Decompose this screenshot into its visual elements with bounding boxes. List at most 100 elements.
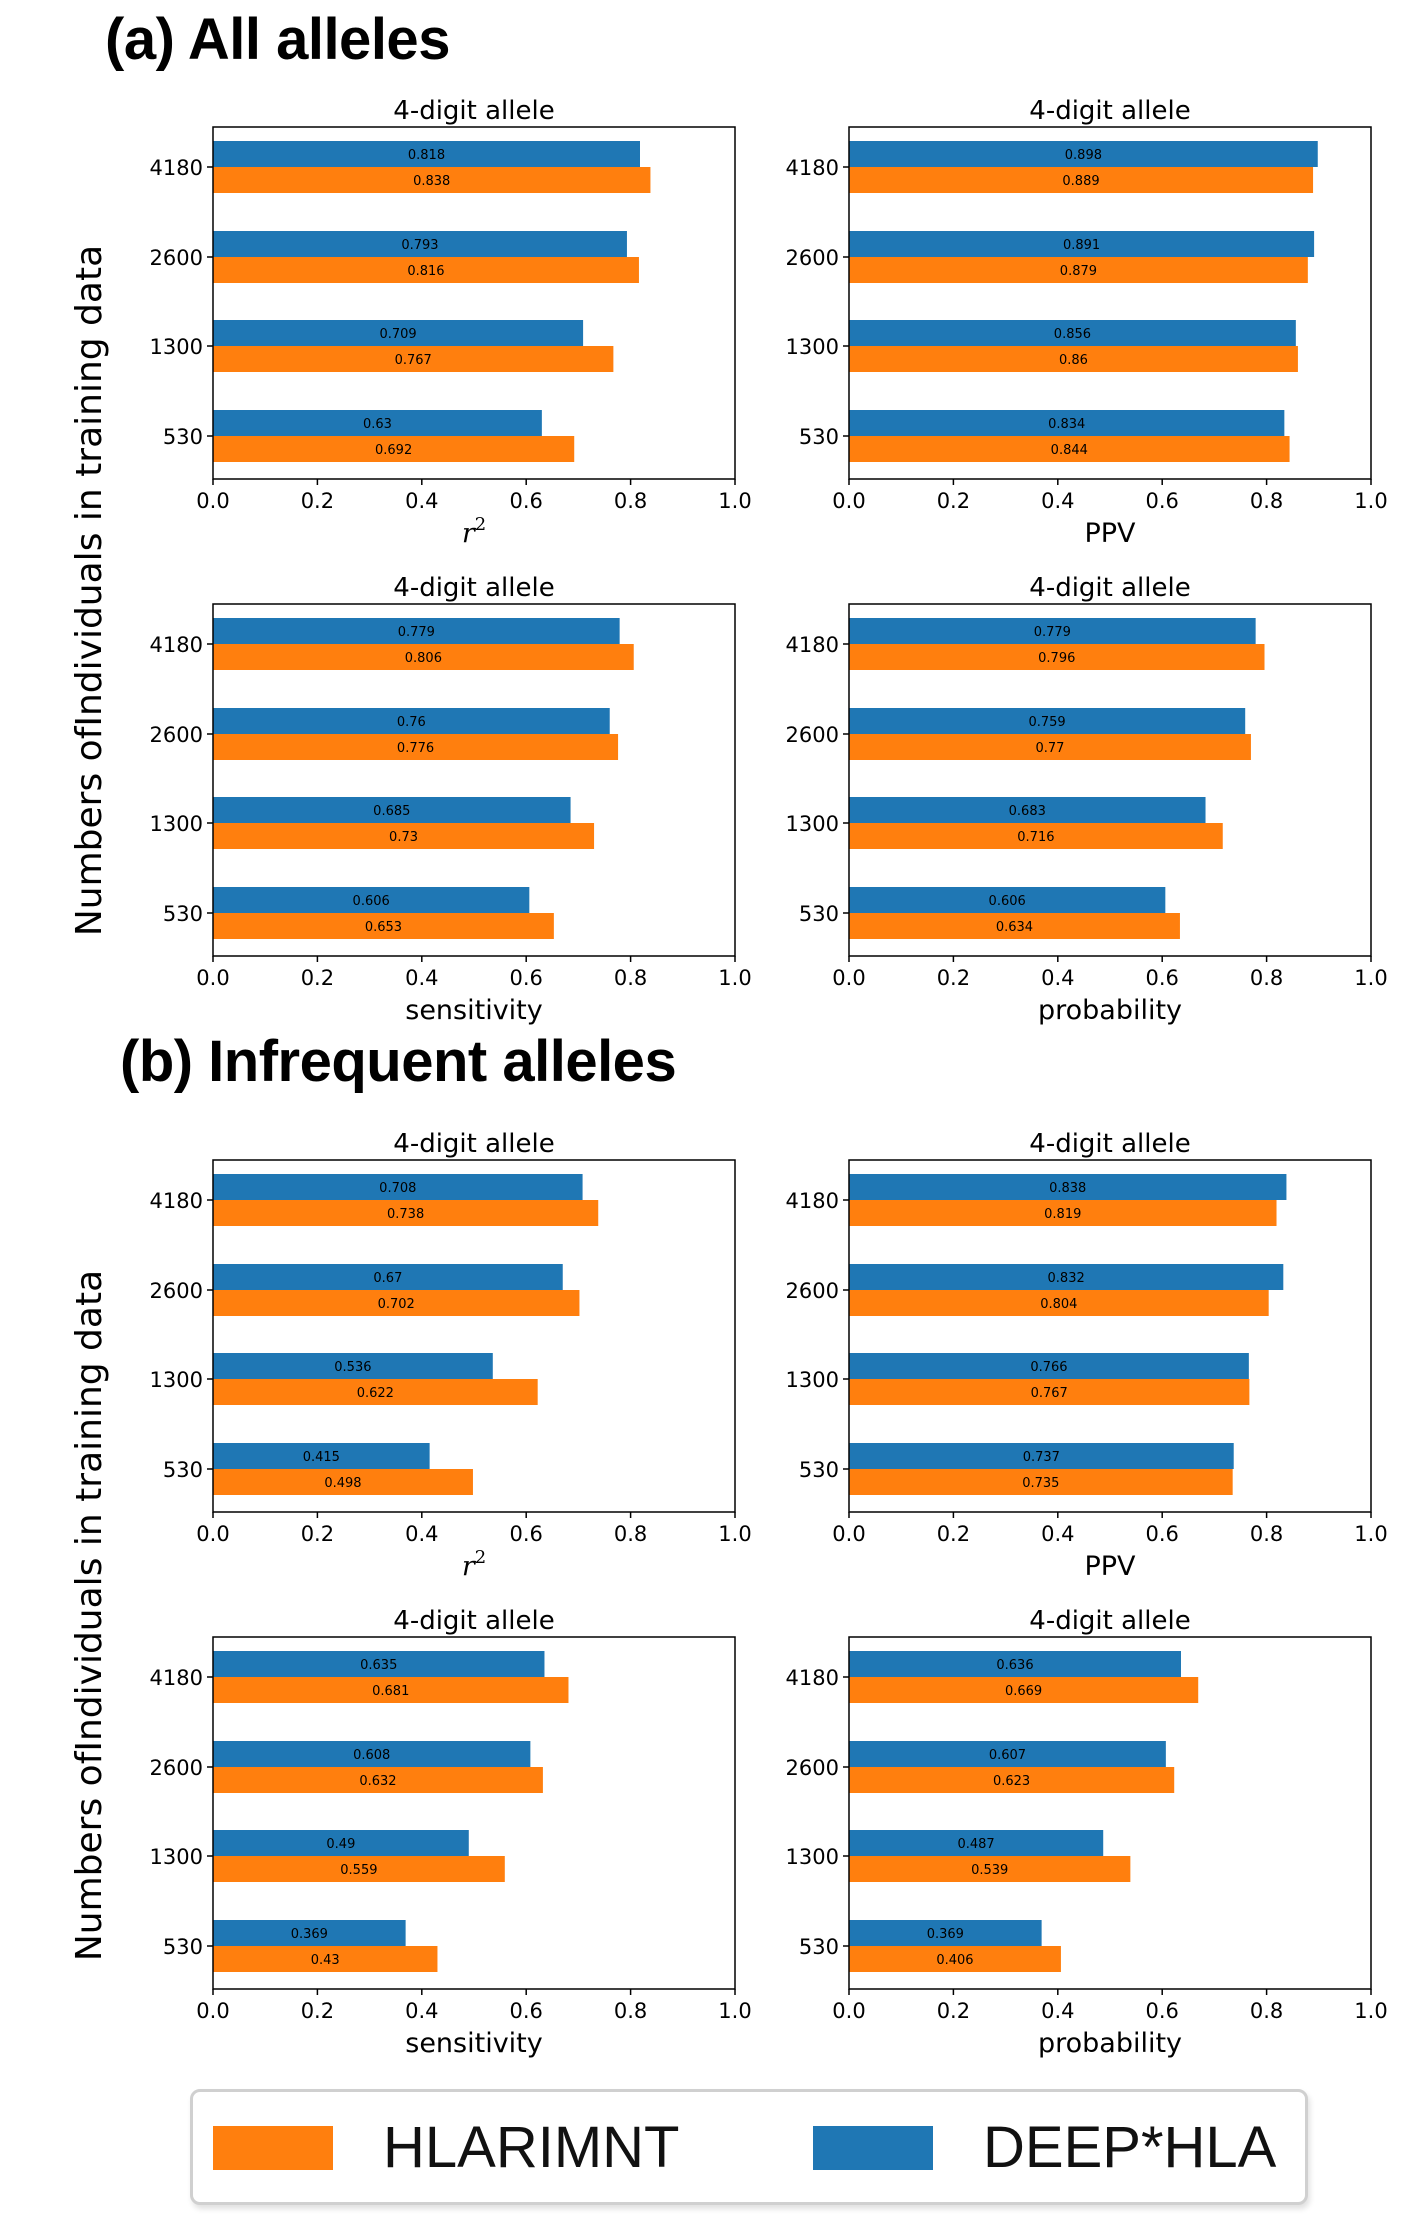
legend-label-deephla: DEEP*HLA [983,2115,1277,2180]
chart-4-label-deephla-2600: 0.759 [1028,715,1065,730]
chart-7-bar-hlarimnt-1300 [213,1856,505,1882]
chart-5-bar-hlarimnt-2600 [213,1290,580,1316]
chart-4-bar-hlarimnt-530 [849,913,1180,939]
chart-8-bar-hlarimnt-2600 [849,1767,1175,1793]
chart-8-bar-deephla-530 [849,1920,1042,1946]
chart-7-bar-hlarimnt-530 [213,1946,438,1972]
chart-8-ytick-label-2600: 2600 [786,1756,839,1780]
chart-1-label-hlarimnt-4180: 0.838 [413,174,450,189]
chart-7-bar-deephla-1300 [213,1830,469,1856]
chart-4-bar-deephla-4180 [849,618,1256,644]
chart-5-bar-hlarimnt-4180 [213,1200,599,1226]
chart-1-bar-deephla-1300 [213,320,584,346]
chart-4-ytick-label-2600: 2600 [786,723,839,747]
chart-3-label-hlarimnt-4180: 0.806 [405,651,442,666]
chart-6-bar-hlarimnt-1300 [849,1379,1250,1405]
chart-8-xlabel: probability [1038,2028,1182,2059]
chart-2-bar-hlarimnt-1300 [849,346,1298,372]
chart-8-frame [848,1636,1372,1990]
legend: HLARIMNT DEEP*HLA [190,2089,1308,2205]
chart-4-bar-hlarimnt-2600 [849,734,1251,760]
chart-6-xtick-label-0.2: 0.2 [937,1522,970,1546]
chart-8-ytick-label-530: 530 [799,1935,839,1959]
chart-6-frame [848,1159,1372,1513]
chart-6-bar-hlarimnt-2600 [849,1290,1269,1316]
chart-5-title: 4-digit allele [393,1129,554,1159]
chart-5-xtick-label-0.2: 0.2 [301,1522,334,1546]
chart-4-label-hlarimnt-530: 0.634 [996,920,1033,935]
chart-7-ytick-label-2600: 2600 [150,1756,203,1780]
chart-6-label-deephla-2600: 0.832 [1048,1271,1085,1286]
chart-3-frame [212,603,736,957]
chart-7-xtick-label-1.0: 1.0 [718,1999,751,2023]
chart-2-label-hlarimnt-4180: 0.889 [1062,174,1099,189]
chart-1-xtick-label-0.2: 0.2 [301,489,334,513]
chart-4-xtick-label-0.4: 0.4 [1041,966,1074,990]
chart-1-xtick-label-0.8: 0.8 [614,489,647,513]
chart-4-ytick-label-1300: 1300 [786,812,839,836]
chart-1-bar-hlarimnt-1300 [213,346,614,372]
chart-4-xtick-label-0.0: 0.0 [832,966,865,990]
chart-1-label-deephla-530: 0.63 [363,417,392,432]
chart-6-label-hlarimnt-1300: 0.767 [1031,1386,1068,1401]
chart-3-bar-hlarimnt-1300 [213,823,595,849]
chart-5-label-deephla-1300: 0.536 [334,1360,371,1375]
chart-5-xtick-label-0.4: 0.4 [405,1522,438,1546]
chart-3-bar-deephla-4180 [213,618,620,644]
chart-3-xtick-label-0.0: 0.0 [196,966,229,990]
chart-2-xtick-label-1.0: 1.0 [1354,489,1387,513]
chart-5-label-deephla-530: 0.415 [303,1450,340,1465]
chart-1-label-deephla-2600: 0.793 [401,238,438,253]
chart-5-xtick-label-0.6: 0.6 [509,1522,542,1546]
chart-7-label-deephla-2600: 0.608 [353,1748,390,1763]
chart-3-xtick-label-0.8: 0.8 [614,966,647,990]
chart-8-ytick-label-4180: 4180 [786,1666,839,1690]
section-b-title: (b) Infrequent alleles [120,1029,677,1094]
chart-6-xtick-label-0.4: 0.4 [1041,1522,1074,1546]
chart-1-bar-hlarimnt-2600 [213,257,639,283]
chart-5-label-deephla-4180: 0.708 [379,1181,416,1196]
chart-6-bar-deephla-530 [849,1443,1234,1469]
chart-8-label-deephla-530: 0.369 [927,1927,964,1942]
chart-2-ytick-label-1300: 1300 [786,335,839,359]
chart-4-label-hlarimnt-4180: 0.796 [1038,651,1075,666]
chart-5-bar-deephla-1300 [213,1353,493,1379]
chart-1-frame [212,126,736,480]
chart-8-label-hlarimnt-1300: 0.539 [971,1863,1008,1878]
chart-1-xtick-label-0.0: 0.0 [196,489,229,513]
chart-7-label-hlarimnt-2600: 0.632 [359,1774,396,1789]
chart-3-bar-hlarimnt-4180 [213,644,634,670]
chart-2-xtick-label-0.4: 0.4 [1041,489,1074,513]
chart-3-ytick-label-4180: 4180 [150,633,203,657]
chart-4-label-deephla-4180: 0.779 [1034,625,1071,640]
chart-5-bar-hlarimnt-530 [213,1469,473,1495]
chart-4-bar-hlarimnt-4180 [849,644,1265,670]
chart-2-label-deephla-1300: 0.856 [1054,327,1091,342]
chart-4-label-hlarimnt-2600: 0.77 [1035,741,1064,756]
chart-3-bar-deephla-1300 [213,797,571,823]
chart-3-label-deephla-2600: 0.76 [397,715,426,730]
chart-7-ytick-label-1300: 1300 [150,1845,203,1869]
chart-5-ytick-label-530: 530 [163,1458,203,1482]
chart-5-ytick-label-2600: 2600 [150,1279,203,1303]
chart-2-xtick-label-0.0: 0.0 [832,489,865,513]
chart-4-title: 4-digit allele [1029,573,1190,603]
chart-4-bar-deephla-530 [849,887,1166,913]
chart-4-xlabel: probability [1038,995,1182,1026]
chart-2-label-deephla-2600: 0.891 [1063,238,1100,253]
chart-2-bar-deephla-530 [849,410,1285,436]
chart-8-bar-hlarimnt-4180 [849,1677,1199,1703]
chart-2-bar-hlarimnt-4180 [849,167,1314,193]
chart-6-xtick-label-0.6: 0.6 [1145,1522,1178,1546]
chart-2-label-hlarimnt-2600: 0.879 [1060,264,1097,279]
chart-1-ytick-label-1300: 1300 [150,335,203,359]
chart-7-xtick-label-0.0: 0.0 [196,1999,229,2023]
chart-6-label-hlarimnt-4180: 0.819 [1044,1207,1081,1222]
chart-4-bar-deephla-2600 [849,708,1246,734]
chart-4-xtick-label-0.2: 0.2 [937,966,970,990]
chart-4-frame [848,603,1372,957]
chart-8-bar-hlarimnt-530 [849,1946,1061,1972]
chart-6-bar-deephla-1300 [849,1353,1249,1379]
chart-2-xtick-label-0.8: 0.8 [1250,489,1283,513]
chart-6-bar-hlarimnt-530 [849,1469,1233,1495]
